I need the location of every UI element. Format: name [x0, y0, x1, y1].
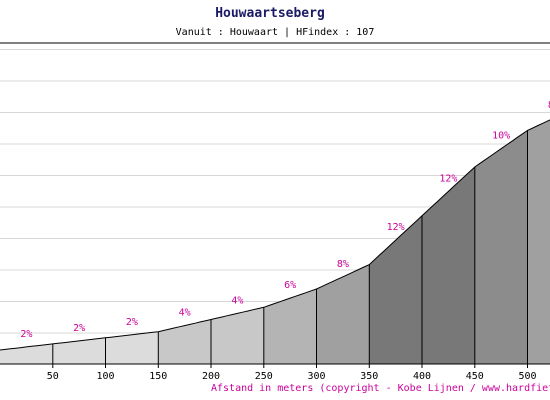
- x-ticks: 50100150200250300350400450500550: [47, 364, 537, 382]
- grade-label: 2%: [73, 323, 85, 334]
- grade-labels: 2% 2% 2% 4% 4% 6% 8% 12% 12% 10% 8%: [20, 100, 550, 340]
- grade-segment: [527, 119, 550, 364]
- x-tick-label: 100: [96, 371, 114, 382]
- grade-segment: [105, 331, 159, 364]
- grade-segment: [263, 289, 317, 364]
- segment-dividers: [52, 130, 528, 364]
- grade-segment: [158, 319, 211, 364]
- grade-label: 12%: [439, 173, 457, 184]
- grade-label: 4%: [231, 295, 243, 306]
- chart-subtitle: Vanuit : Houwaart | HFindex : 107: [176, 27, 375, 38]
- grade-label: 8%: [548, 100, 550, 111]
- x-tick-label: 350: [360, 371, 378, 382]
- grade-segment: [422, 167, 475, 364]
- grade-label: 12%: [387, 222, 405, 233]
- grade-label: 4%: [179, 308, 191, 319]
- x-axis-label: Afstand in meters (copyright - Kobe Lijn…: [211, 383, 550, 394]
- grade-segments: [0, 119, 550, 364]
- x-tick-label: 200: [202, 371, 220, 382]
- grade-label: 8%: [337, 259, 349, 270]
- x-tick-label: 400: [413, 371, 431, 382]
- grade-segment: [316, 264, 370, 364]
- grade-segment: [52, 337, 106, 364]
- grade-label: 6%: [284, 280, 296, 291]
- x-tick-label: 450: [466, 371, 484, 382]
- x-tick-label: 150: [149, 371, 167, 382]
- gridlines: [0, 49, 550, 334]
- x-tick-label: 500: [518, 371, 536, 382]
- grade-label: 2%: [126, 317, 138, 328]
- grade-label: 10%: [492, 131, 510, 142]
- grade-segment: [474, 130, 528, 364]
- x-tick-label: 300: [307, 371, 325, 382]
- x-tick-label: 50: [47, 371, 59, 382]
- chart-title: Houwaartseberg: [215, 6, 325, 21]
- grade-segment: [211, 307, 264, 364]
- x-tick-label: 250: [255, 371, 273, 382]
- grade-label: 2%: [20, 329, 32, 340]
- profile-line: [0, 119, 550, 351]
